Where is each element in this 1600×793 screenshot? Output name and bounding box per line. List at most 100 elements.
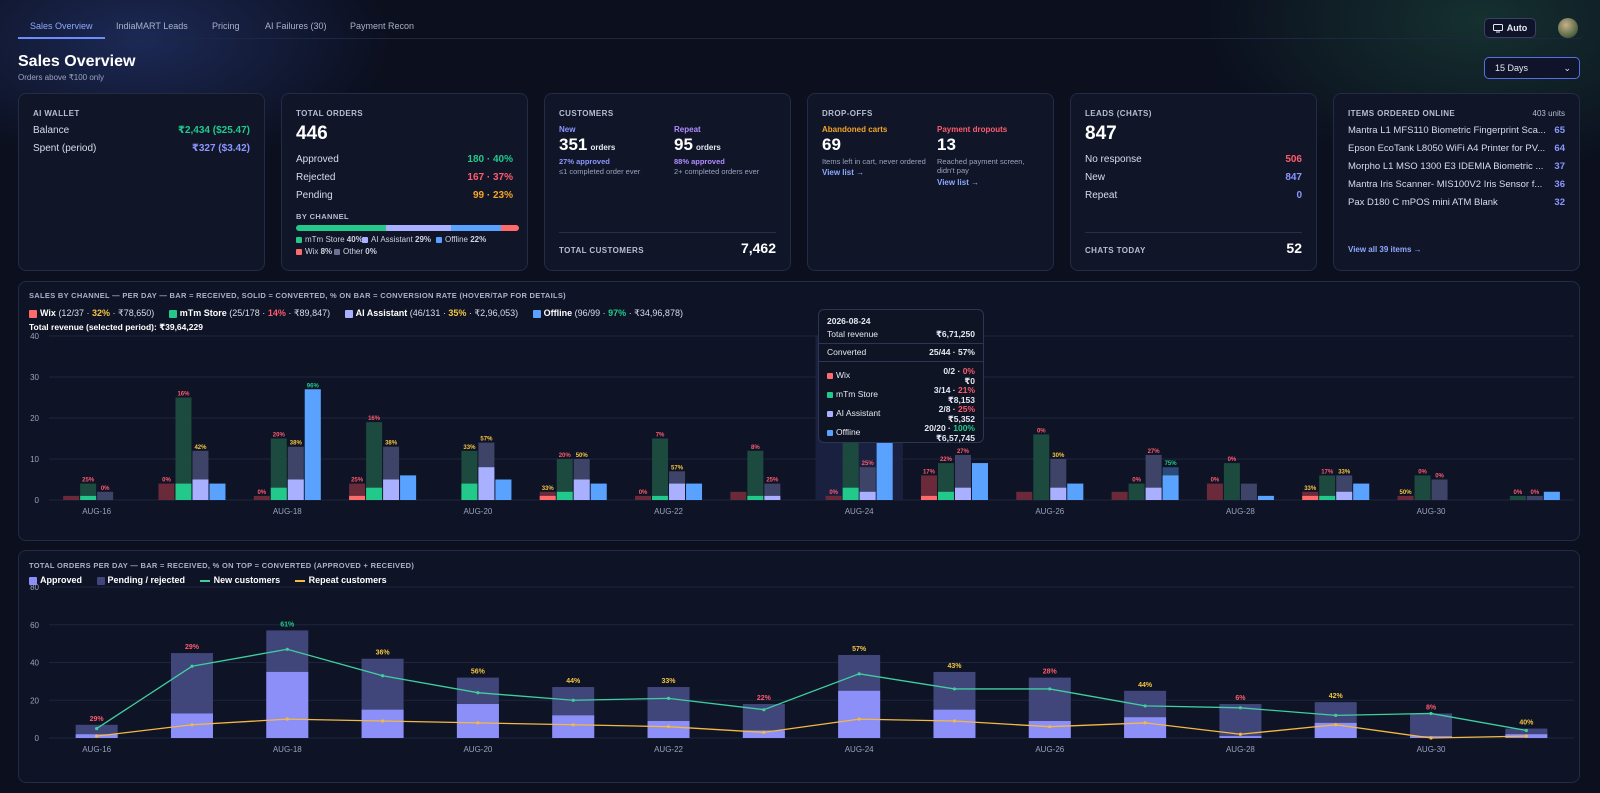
bar-label: 27% xyxy=(1148,449,1161,455)
bar-received xyxy=(859,467,876,500)
bar-label: 0% xyxy=(257,490,266,496)
new-customers-point xyxy=(285,647,289,651)
view-all-items-link[interactable]: View all 39 items → xyxy=(1348,245,1422,254)
bar-approved xyxy=(933,709,976,738)
new-leads-value: 847 xyxy=(1285,172,1302,183)
y-tick-label: 30 xyxy=(30,373,39,382)
list-item[interactable]: Epson EcoTank L8050 WiFi A4 Printer for … xyxy=(1348,143,1565,154)
x-tick-label: AUG-22 xyxy=(654,507,683,516)
theme-auto-button[interactable]: Auto xyxy=(1484,18,1536,38)
tab-payment-recon[interactable]: Payment Recon xyxy=(350,21,415,31)
legend-mtm: mTm Store 40% xyxy=(296,235,363,244)
bar-received xyxy=(1128,483,1145,500)
new-customers-label: New xyxy=(559,125,576,134)
new-note: ≤1 completed order ever xyxy=(559,167,641,176)
bar-label: 57% xyxy=(671,465,684,471)
x-tick-label: AUG-28 xyxy=(1226,507,1255,516)
channel-share-segment xyxy=(500,225,519,231)
legend-pending-rejected[interactable]: Pending / rejected xyxy=(96,575,185,585)
legend-ai-assistant: AI Assistant 29% xyxy=(362,235,431,244)
bar-converted xyxy=(842,487,859,500)
orders-per-day-chart[interactable]: 0 20 40 60 80 29% 29% 61% 36% 56% 44% 33% 22% 57% 43% 2… xyxy=(19,551,1581,784)
divider xyxy=(559,232,776,233)
bar-label: 30% xyxy=(1052,453,1065,459)
legend-swatch xyxy=(362,236,368,243)
legend-repeat-customers[interactable]: Repeat customers xyxy=(294,575,387,585)
bar-label: 25% xyxy=(766,478,779,484)
x-tick-label: AUG-24 xyxy=(845,745,874,754)
payment-dropouts-link[interactable]: View list → xyxy=(937,178,980,187)
tooltip-row-mtm-store: mTm Store 3/14 · 21% ₹8,153 xyxy=(827,385,975,405)
bar-label: 8% xyxy=(1426,704,1437,711)
bar-label: 44% xyxy=(1138,682,1153,689)
new-customers-point xyxy=(95,726,99,731)
list-item[interactable]: Mantra L1 MFS110 Biometric Fingerprint S… xyxy=(1348,125,1565,136)
bar-converted xyxy=(1336,491,1353,500)
tab-indiamart-leads[interactable]: IndiaMART Leads xyxy=(116,21,188,31)
bar-label: 27% xyxy=(957,449,970,455)
items-ordered-card: ITEMS ORDERED ONLINE 403 units Mantra L1… xyxy=(1333,93,1580,271)
pending-value: 99 · 23% xyxy=(472,190,513,201)
bar-label: 0% xyxy=(1132,478,1141,484)
bar-label: 61% xyxy=(280,621,295,628)
bar-converted xyxy=(556,491,573,500)
list-item[interactable]: Morpho L1 MSO 1300 E3 IDEMIA Biometric .… xyxy=(1348,161,1565,172)
legend-offline[interactable]: Offline (96/99 · 97% · ₹34,96,878) xyxy=(532,308,683,318)
repeat-customers-point xyxy=(1048,725,1052,729)
tooltip-row-wix: Wix 0/2 · 0% ₹0 xyxy=(827,366,975,386)
legend-swatch xyxy=(296,236,302,243)
legend-new-customers[interactable]: New customers xyxy=(199,575,280,585)
x-tick-label: AUG-24 xyxy=(845,507,874,516)
bar-converted xyxy=(747,495,764,500)
card-title: DROP-OFFS xyxy=(822,109,873,118)
bar-converted xyxy=(1319,495,1336,500)
legend-wix[interactable]: Wix (12/37 · 32% · ₹78,650) xyxy=(29,308,154,318)
bar-converted xyxy=(175,483,192,500)
bar-received xyxy=(1414,475,1431,500)
avatar[interactable] xyxy=(1558,18,1578,38)
bar-approved xyxy=(1028,721,1071,738)
bar-approved xyxy=(1124,717,1167,738)
bar-label: 36% xyxy=(376,650,391,657)
tab-sales-overview[interactable]: Sales Overview xyxy=(18,13,105,39)
abandoned-carts-link[interactable]: View list → xyxy=(822,168,865,177)
bar-label: 38% xyxy=(385,441,398,447)
list-item[interactable]: Mantra Iris Scanner- MIS100V2 Iris Senso… xyxy=(1348,179,1565,190)
bar-converted xyxy=(686,483,703,500)
bar-approved xyxy=(552,715,595,738)
new-customers-point xyxy=(857,672,861,676)
x-tick-label: AUG-30 xyxy=(1417,507,1446,516)
bar-converted xyxy=(366,487,383,500)
legend-ai-assistant[interactable]: AI Assistant (46/131 · 35% · ₹2,96,053) xyxy=(344,308,518,318)
orders-chart-title: TOTAL ORDERS PER DAY — BAR = RECEIVED, %… xyxy=(29,561,415,570)
bar-converted xyxy=(971,463,988,500)
bar-received xyxy=(1319,475,1336,500)
bar-converted xyxy=(573,479,590,500)
legend-mtm-store[interactable]: mTm Store (25/178 · 14% · ₹89,847) xyxy=(168,308,330,318)
repeat-note: 2+ completed orders ever xyxy=(674,167,760,176)
repeat-leads-value: 0 xyxy=(1296,190,1302,201)
pending-label: Pending xyxy=(296,190,333,201)
bar-received xyxy=(652,438,669,500)
payment-dropouts-note-2: didn't pay xyxy=(937,166,969,175)
date-range-select[interactable]: 15 Days ⌄ xyxy=(1484,57,1580,79)
list-item[interactable]: Pax D180 C mPOS mini ATM Blank 32 xyxy=(1348,197,1565,208)
new-customers-point xyxy=(1334,713,1338,717)
legend-approved[interactable]: Approved xyxy=(29,575,82,585)
y-tick-label: 40 xyxy=(30,659,39,668)
bar-converted xyxy=(920,495,937,500)
bar-converted xyxy=(304,389,321,500)
page-subtitle: Orders above ₹100 only xyxy=(18,73,105,82)
bar-received xyxy=(556,459,573,500)
x-tick-label: AUG-26 xyxy=(1035,507,1064,516)
bar-label: 40% xyxy=(1519,720,1534,727)
monitor-icon xyxy=(1492,23,1503,32)
tab-pricing[interactable]: Pricing xyxy=(212,21,240,31)
y-tick-label: 0 xyxy=(35,496,40,505)
sales-by-channel-chart[interactable]: 0 10 20 30 40 25% 0% 0% 16% 42% 0% 20% 38% 96% 25% 16% 3… xyxy=(19,282,1581,542)
payment-dropouts-note-1: Reached payment screen, xyxy=(937,157,1025,166)
tab-ai-failures[interactable]: AI Failures (30) xyxy=(265,21,327,31)
new-leads-label: New xyxy=(1085,172,1106,183)
bar-approved xyxy=(838,690,881,738)
bar-label: 7% xyxy=(656,433,665,439)
